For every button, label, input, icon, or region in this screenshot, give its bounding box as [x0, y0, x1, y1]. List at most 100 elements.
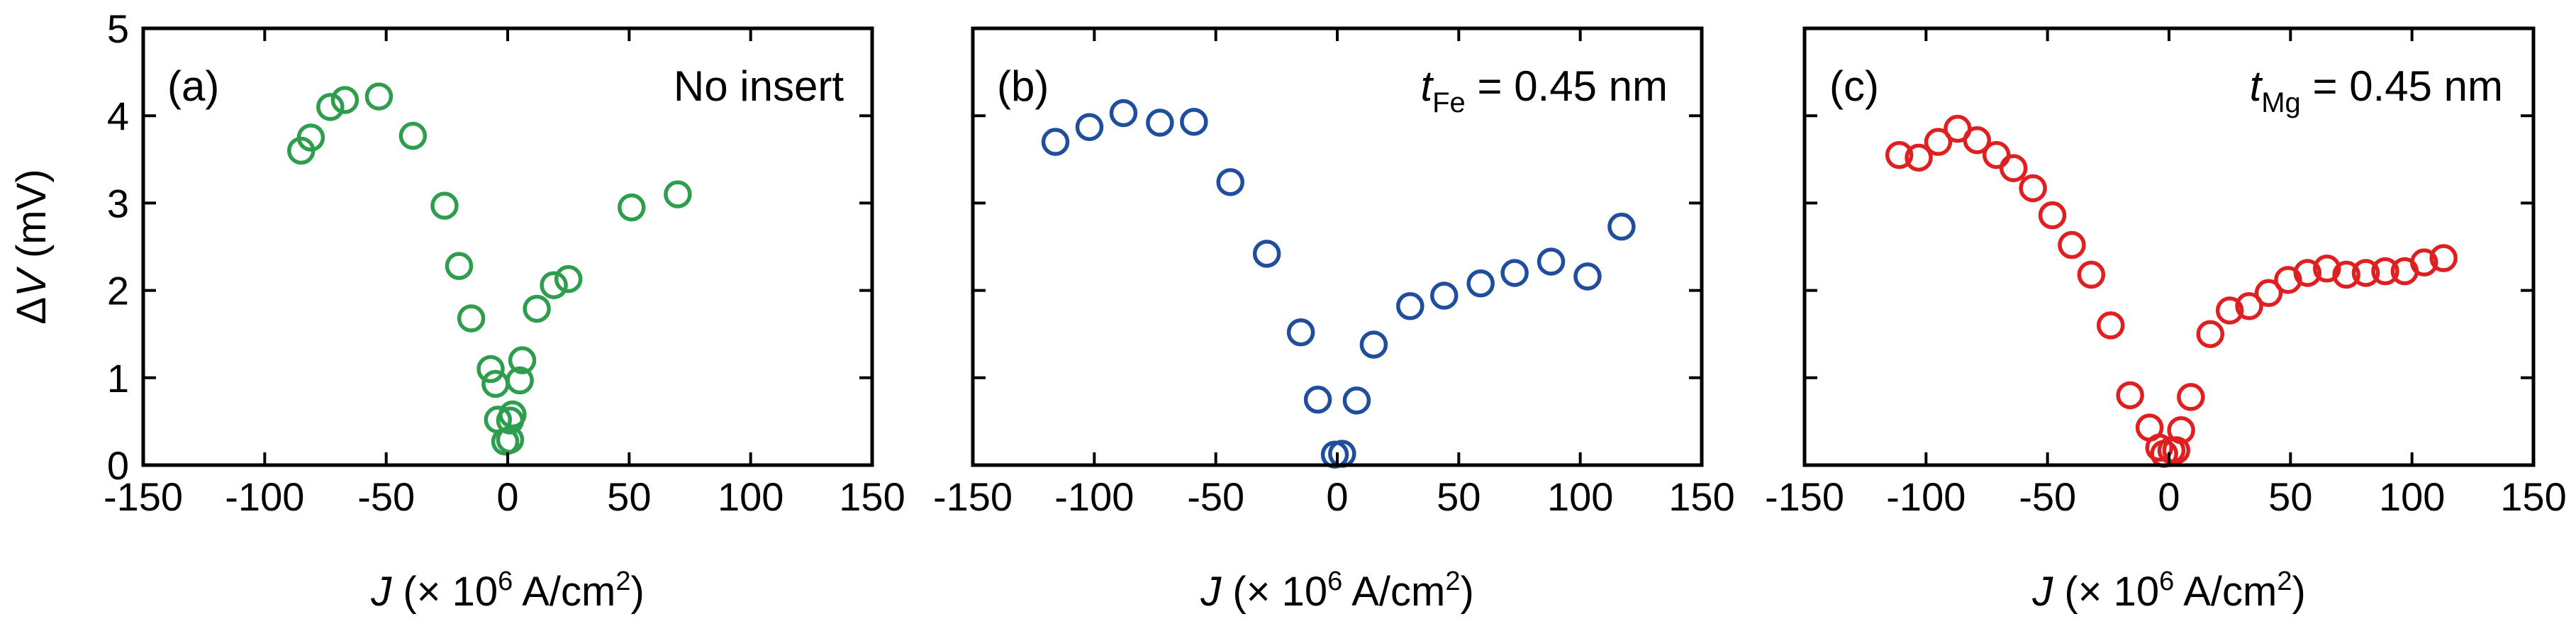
panel-c-data-point: [2371, 257, 2399, 286]
panel-b-data-point: [1607, 212, 1636, 241]
panel-a-data-point: [523, 294, 551, 323]
panel-b-data-point: [1466, 269, 1495, 298]
panel-c-data-point: [2058, 230, 2086, 260]
panel-b-x-tick-label: -150: [933, 474, 1013, 519]
panel-a-x-tick-label: 150: [839, 474, 905, 519]
panel-b-annotation: tFe = 0.45 nm: [1420, 62, 1668, 118]
panel-b-x-tick-label: 100: [1547, 474, 1613, 519]
panel-b-x-tick-label: 0: [1326, 474, 1348, 519]
panel-a-y-tick-label: 3: [107, 181, 129, 225]
panel-c-data-point: [2332, 260, 2360, 289]
panel-a-data-point: [445, 252, 474, 280]
panel-a-y-tick-label: 4: [107, 94, 129, 138]
panel-b-data-point: [1342, 386, 1371, 415]
panel-a-x-tick-label: -150: [104, 474, 183, 519]
panel-a-y-tick-label: 5: [107, 6, 129, 51]
panel-a-data-point: [508, 346, 537, 374]
panel-a-marks: [286, 82, 692, 456]
panel-c-data-point: [2312, 255, 2341, 283]
panel-c-x-tick-label: 100: [2379, 474, 2445, 519]
panel-c-data-point: [2116, 381, 2144, 410]
panel-a-x-tick-label: -50: [357, 474, 415, 519]
panel-b-data-point: [1359, 330, 1388, 359]
panel-c-x-tick-label: -50: [2019, 474, 2076, 519]
panel-b-x-tick-label: -50: [1187, 474, 1244, 519]
panel-a-annotation: No insert: [674, 62, 844, 110]
panel-b-marks: [1041, 99, 1636, 469]
panel-b-data-point: [1109, 99, 1138, 128]
panel-c-data-point: [2410, 248, 2438, 277]
panel-c-x-tick-label: 150: [2500, 474, 2566, 519]
panel-c-data-point: [1963, 125, 1992, 155]
panel-c-data-point: [2196, 320, 2225, 348]
panel-c-x-tick-label: -100: [1886, 474, 1966, 519]
panel-c-data-point: [2293, 259, 2322, 287]
panel-b-data-point: [1573, 262, 1602, 291]
panel-a-data-point: [398, 121, 428, 150]
panel-c-data-point: [2167, 415, 2195, 445]
panel-b-x-axis-title: J (× 106 A/cm2): [1200, 567, 1474, 615]
panel-a: -150 -100 -50 0 50 100 150 0 1 2 3 4 5 (a) No insert…: [9, 6, 905, 615]
panel-a-x-tick-label: 100: [718, 474, 784, 519]
panel-c-data-point: [2038, 201, 2067, 230]
panel-a-data-point: [364, 82, 394, 111]
panel-a-data-point: [476, 355, 505, 384]
panel-b: -150 -100 -50 0 50 100 150 (b) tFe = 0.45 nm J…: [933, 26, 1735, 615]
panel-c-data-point: [2215, 296, 2244, 325]
panel-c: -150 -100 -50 0 50 100 150 (c) tMg = 0.45 nm J…: [1765, 26, 2567, 615]
panel-c-annotation: tMg = 0.45 nm: [2250, 62, 2503, 118]
panel-b-data-point: [1430, 281, 1459, 310]
panel-c-data-point: [2177, 383, 2205, 411]
panel-c-data-point: [2235, 292, 2263, 320]
panel-b-data-point: [1286, 318, 1315, 347]
panel-b-data-point: [1537, 247, 1566, 276]
panel-b-data-point: [1303, 385, 1332, 414]
panel-a-x-tick-label: -100: [225, 474, 304, 519]
panel-c-data-point: [2019, 174, 2047, 203]
panel-a-x-axis-title: J (× 106 A/cm2): [370, 567, 645, 615]
panel-b-x-tick-label: 150: [1668, 474, 1734, 519]
panel-c-data-point: [2145, 433, 2174, 462]
panel-a-x-tick-label: 0: [496, 474, 518, 519]
y-axis-title: ΔV (mV): [9, 169, 55, 324]
panel-a-data-point: [457, 304, 486, 333]
panel-a-data-point: [481, 369, 510, 398]
panel-b-ticks: -150 -100 -50 0 50 100 150: [933, 27, 1735, 519]
panel-c-data-point: [2097, 311, 2125, 340]
panel-a-data-point: [618, 193, 646, 222]
panel-c-x-tick-label: -150: [1765, 474, 1844, 519]
panel-b-data-point: [1075, 113, 1104, 141]
panel-a-y-tick-label: 2: [107, 269, 129, 313]
panel-c-data-point: [1905, 143, 1933, 172]
panel-c-x-axis-title: J (× 106 A/cm2): [2031, 567, 2306, 615]
panel-a-data-point: [664, 180, 692, 208]
panel-b-data-point: [1252, 240, 1281, 268]
panel-c-data-point: [2429, 244, 2458, 272]
panel-b-data-point: [1180, 108, 1208, 136]
panel-c-data-point: [2254, 279, 2283, 308]
panel-b-data-point: [1041, 128, 1070, 156]
panel-c-ticks: -150 -100 -50 0 50 100 150: [1765, 27, 2567, 519]
panel-b-data-point: [1396, 292, 1424, 320]
panel-a-x-tick-label: 50: [607, 474, 651, 519]
panel-b-data-point: [1216, 168, 1244, 196]
panel-a-data-point: [554, 264, 583, 294]
panel-c-data-point: [1999, 154, 2028, 182]
panel-b-x-tick-label: -100: [1054, 474, 1134, 519]
panel-b-data-point: [1500, 259, 1529, 287]
panel-a-y-tick-label: 0: [107, 443, 129, 488]
panel-c-data-point: [1982, 140, 2011, 169]
panel-c-data-point: [1924, 128, 1953, 156]
panel-a-y-tick-label: 1: [107, 356, 129, 401]
panel-c-data-point: [1885, 140, 1914, 169]
panel-c-x-tick-label: 0: [2158, 474, 2180, 519]
panel-a-data-point: [296, 123, 325, 152]
panel-c-data-point: [2077, 260, 2106, 289]
panel-b-data-point: [1146, 108, 1174, 137]
panel-b-x-tick-label: 50: [1437, 474, 1481, 519]
panel-b-label: (b): [997, 62, 1049, 110]
panel-a-data-point: [540, 271, 568, 299]
panel-c-x-tick-label: 50: [2268, 474, 2312, 519]
panel-c-data-point: [2351, 259, 2380, 287]
panel-a-label: (a): [167, 62, 219, 110]
